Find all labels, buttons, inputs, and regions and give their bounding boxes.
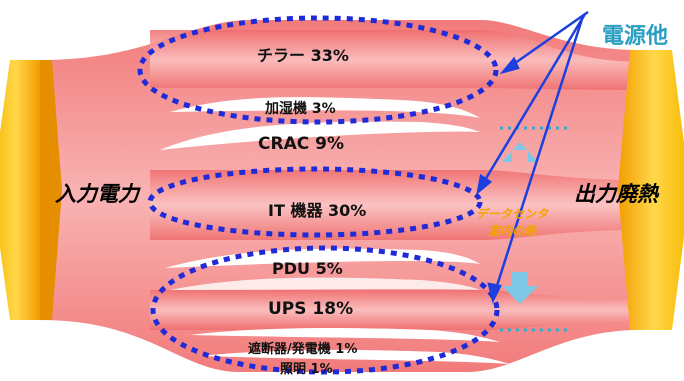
band-chiller: [150, 30, 640, 90]
gap-humidifier: [170, 97, 480, 118]
ellipse-it: [147, 166, 483, 238]
flow-label-chiller: チラー 33%: [257, 46, 349, 65]
up-arrow-icon: [502, 142, 538, 162]
flow-label-it: IT 機器 30%: [268, 201, 367, 220]
power-other-label: 電源他: [602, 24, 669, 49]
input-power-label: 入力電力: [55, 182, 139, 206]
flow-label-breaker-generator: 遮断器/発電機 1%: [248, 342, 358, 357]
ellipse-ups: [150, 245, 500, 375]
flow-label-humidifier: 加湿機 3%: [265, 101, 336, 117]
gap-breaker: [190, 327, 500, 342]
gap-ups: [170, 277, 480, 290]
flow-label-ups: UPS 18%: [268, 299, 354, 319]
gap-pdu: [165, 248, 480, 268]
flow-label-pdu: PDU 5%: [272, 259, 343, 278]
pointer-arrows: [476, 10, 589, 304]
flow-label-lighting: 照明 1%: [280, 362, 333, 377]
input-bar-face: [40, 60, 62, 320]
room-heat-note: データセンタ 室内の熱: [476, 206, 548, 240]
room-heat-note-line2: 室内の熱: [488, 224, 537, 238]
output-bar: [618, 50, 684, 330]
down-arrow-icon: [502, 272, 538, 304]
ellipse-chiller: [137, 15, 499, 125]
gap-crac: [160, 121, 480, 150]
input-bar: [0, 60, 40, 320]
room-heat-note-line1: データセンタ: [476, 207, 549, 221]
output-heat-label: 出力廃熱: [574, 182, 658, 206]
flow-label-crac: CRAC 9%: [258, 134, 344, 154]
